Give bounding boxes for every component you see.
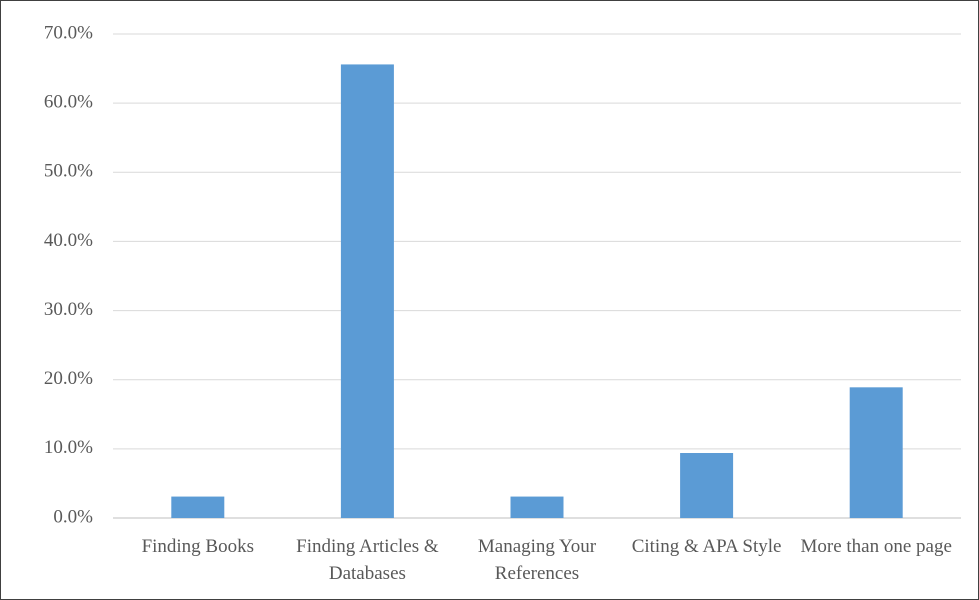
- y-tick-label: 60.0%: [44, 92, 93, 113]
- bar: [171, 496, 225, 518]
- y-tick-label: 30.0%: [44, 299, 93, 320]
- bar: [340, 64, 394, 518]
- x-tick-label: Finding Articles & Databases: [296, 536, 439, 584]
- bar: [510, 496, 564, 518]
- y-tick-label: 20.0%: [44, 368, 93, 389]
- y-tick-label: 70.0%: [44, 22, 93, 43]
- bar: [849, 387, 903, 518]
- bar: [680, 453, 734, 518]
- x-tick-label: More than one page: [800, 536, 952, 557]
- y-tick-label: 10.0%: [44, 437, 93, 458]
- y-tick-label: 40.0%: [44, 230, 93, 251]
- x-tick-label: Managing Your References: [477, 536, 597, 584]
- y-tick-label: 50.0%: [44, 161, 93, 182]
- y-tick-label: 0.0%: [53, 506, 93, 527]
- x-tick-label: Finding Books: [141, 536, 255, 557]
- x-tick-label: Citing & APA Style: [631, 536, 782, 557]
